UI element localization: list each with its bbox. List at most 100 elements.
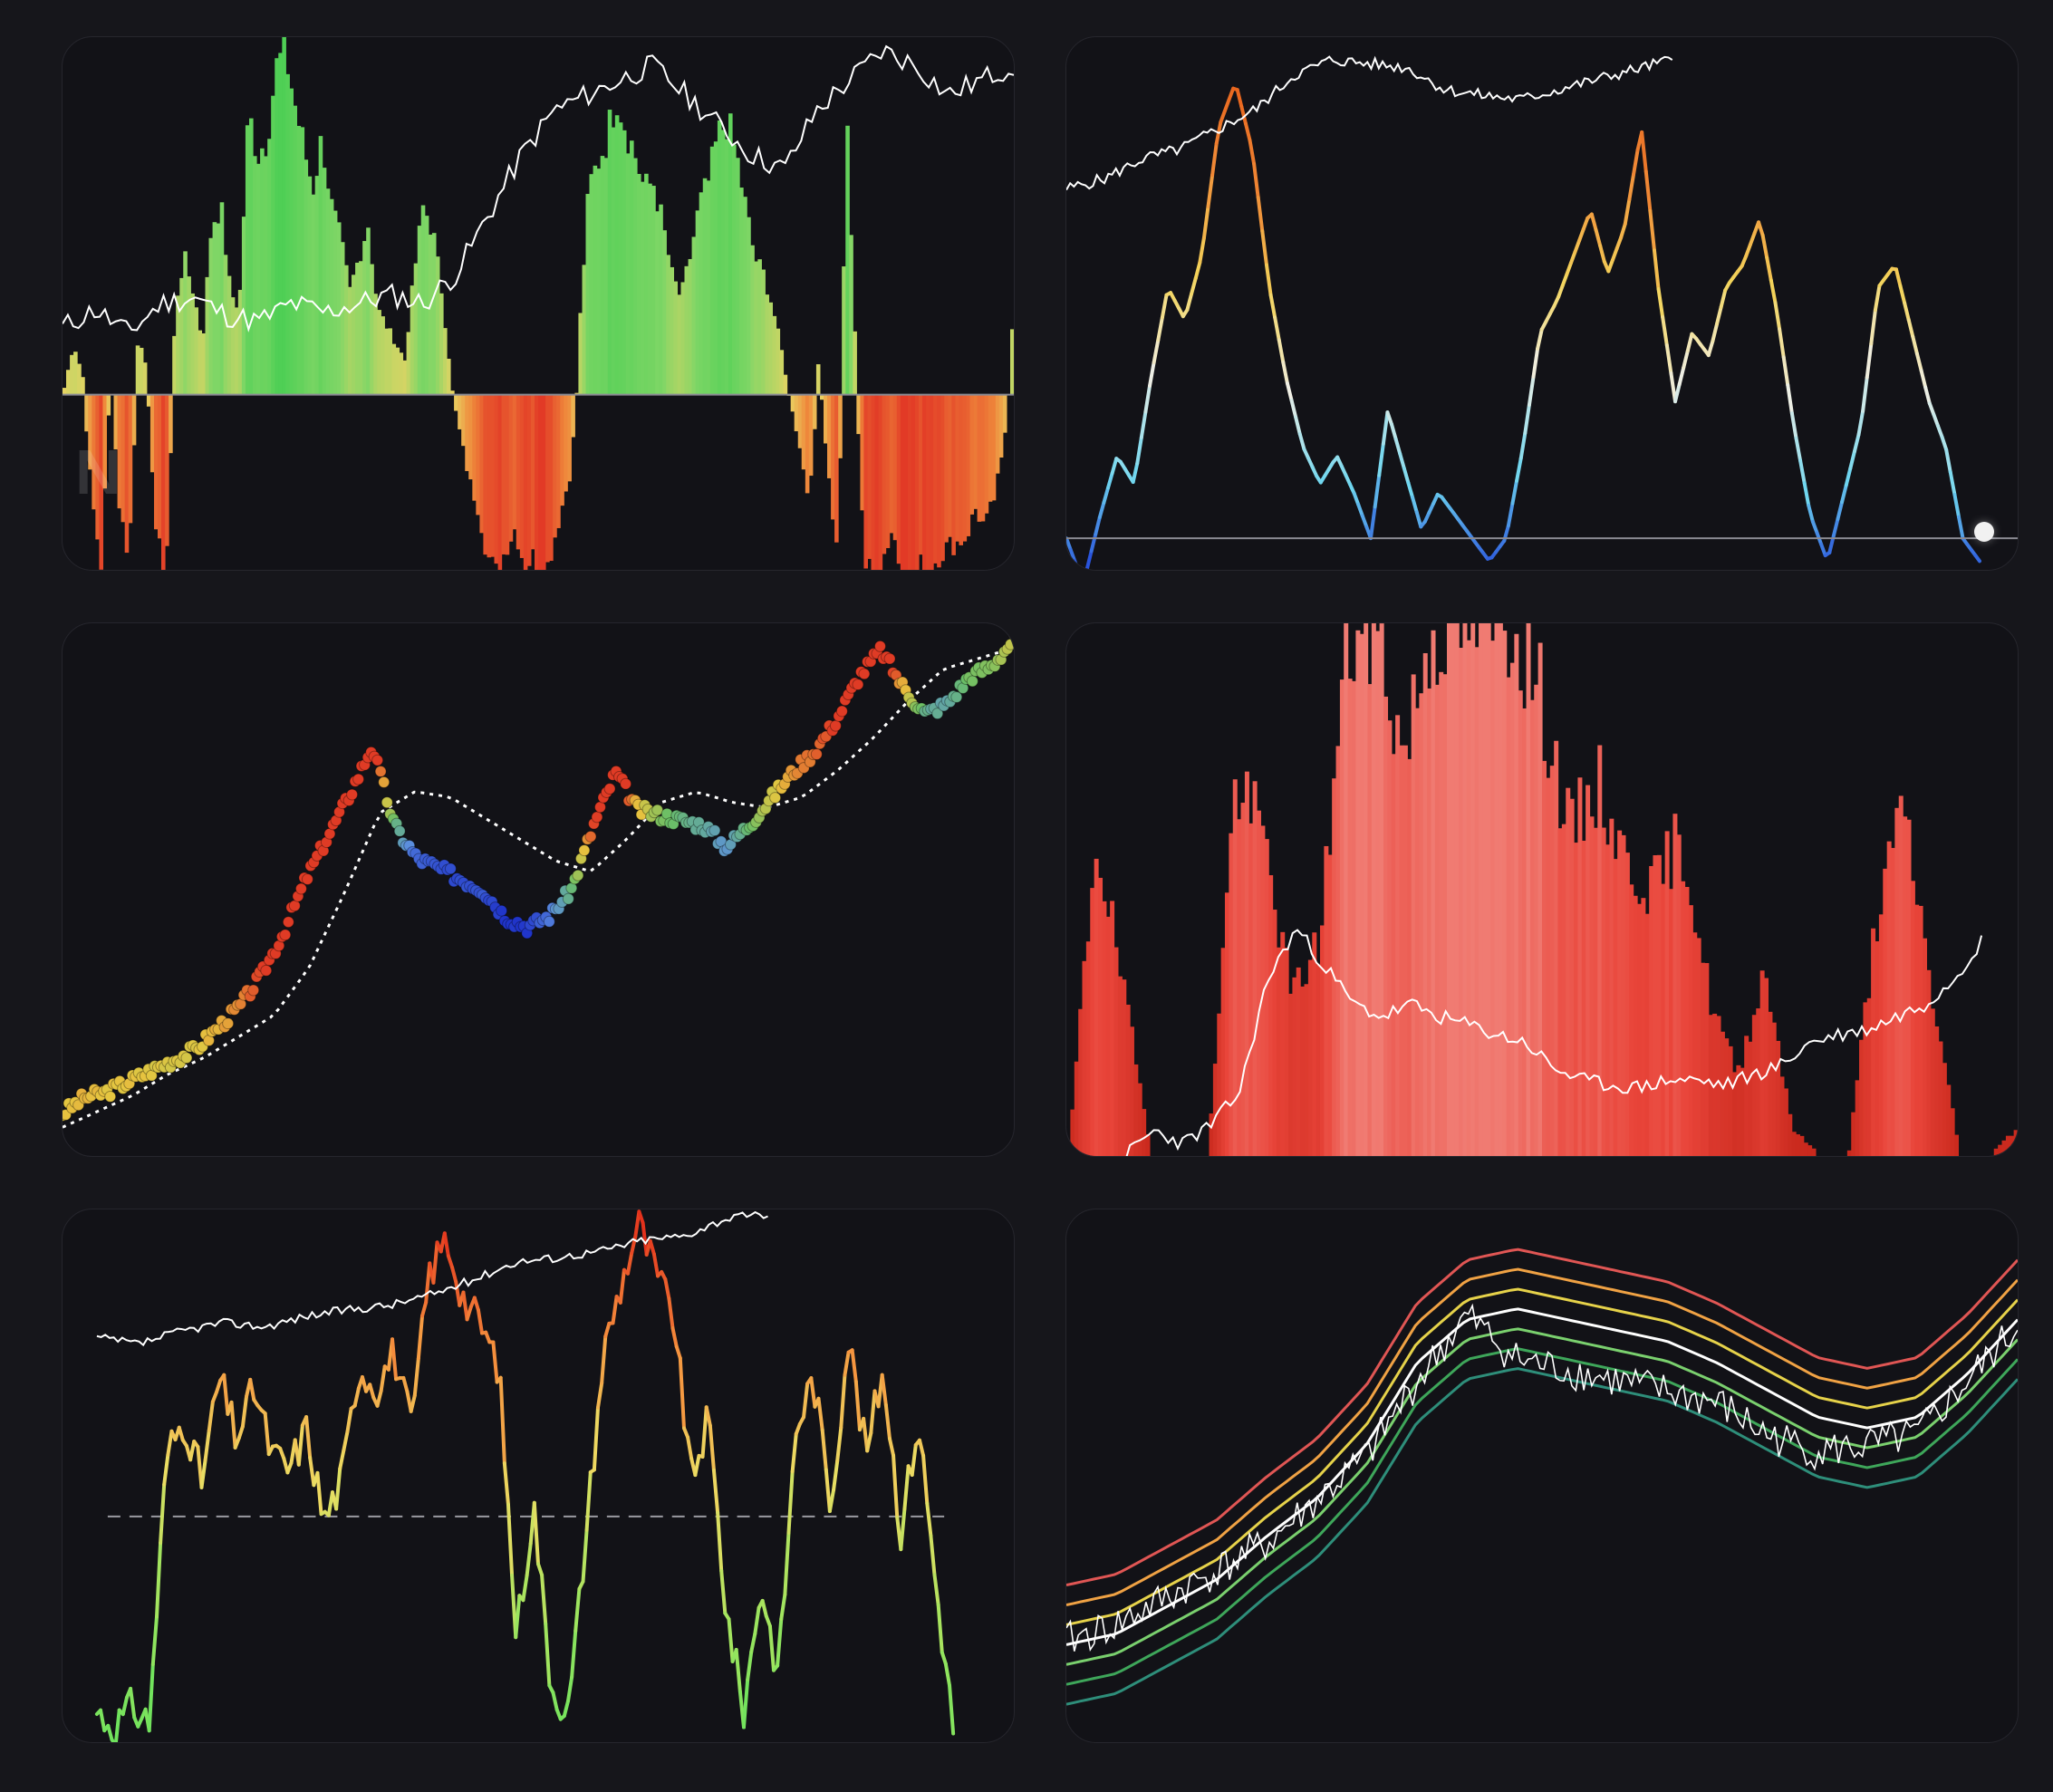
chart-card-3[interactable]: [62, 622, 1015, 1157]
oscillator-bar: [659, 204, 663, 395]
chart-card-1[interactable]: N: [62, 36, 1015, 571]
oscillator-bar: [874, 394, 880, 570]
indicator-bar: [1597, 745, 1603, 1156]
oscillator-segment: [1802, 481, 1811, 507]
oscillator-segment: [1160, 293, 1169, 320]
oscillator-bar: [578, 313, 583, 395]
oscillator-segment: [1740, 254, 1749, 268]
indicator-bar: [1252, 781, 1258, 1156]
oscillator-bar: [907, 394, 912, 570]
indicator-bar: [1434, 684, 1440, 1156]
oscillator-bar: [926, 394, 930, 570]
oscillator-bar: [750, 245, 755, 395]
price-dot: [496, 904, 508, 917]
oscillator-segment: [663, 1277, 671, 1301]
oscillator-segment: [1143, 383, 1152, 414]
oscillator-segment: [802, 1382, 810, 1420]
price-line: [96, 1210, 768, 1347]
indicator-bar: [1656, 854, 1662, 1156]
oscillator-segment: [824, 1468, 832, 1514]
oscillator-segment: [1285, 381, 1294, 402]
indicator-bar: [1133, 1064, 1139, 1156]
indicator-bar: [1399, 745, 1404, 1156]
chart-card-4[interactable]: [1065, 622, 2019, 1157]
oscillator-segment: [899, 1507, 907, 1552]
price-dot: [810, 748, 823, 760]
oscillator-segment: [618, 1267, 626, 1305]
oscillator-segment: [352, 1386, 361, 1408]
oscillator-segment: [110, 1738, 116, 1742]
indicator-bar: [1085, 941, 1091, 1156]
oscillator-bar: [395, 347, 400, 395]
oscillator-bar: [878, 394, 883, 570]
indicator-bar: [1474, 647, 1480, 1156]
price-dot: [180, 1052, 193, 1065]
oscillator-segment: [746, 1650, 754, 1682]
chart-card-6[interactable]: [1065, 1209, 2019, 1743]
oscillator-segment: [1252, 161, 1260, 199]
indicator-bar: [1479, 623, 1484, 1156]
oscillator-segment: [1068, 547, 1077, 563]
oscillator-segment: [943, 1662, 952, 1688]
oscillator-segment: [921, 1453, 930, 1506]
price-dot: [620, 777, 632, 790]
oscillator-bar: [790, 394, 795, 412]
oscillator-bar: [388, 328, 393, 395]
oscillator-bar: [92, 394, 96, 510]
oscillator-segment: [263, 1411, 271, 1457]
oscillator-bar: [77, 363, 82, 395]
oscillator-segment: [1765, 255, 1773, 283]
oscillator-bar: [736, 158, 740, 395]
oscillator-bar: [264, 156, 268, 395]
oscillator-bar: [439, 293, 444, 395]
indicator-bar: [1788, 1113, 1793, 1156]
indicator-bar: [1926, 969, 1932, 1156]
oscillator-bar: [768, 302, 774, 395]
oscillator-bar: [278, 53, 283, 395]
oscillator-bar: [516, 394, 521, 550]
current-value-marker[interactable]: [1974, 522, 1994, 542]
price-dot: [591, 811, 603, 824]
chart-card-5[interactable]: [62, 1209, 1015, 1743]
chart-card-2[interactable]: [1065, 36, 2019, 571]
chart-6-svg: [1066, 1248, 2018, 1706]
indicator-bar: [1783, 1088, 1788, 1156]
oscillator-bar: [867, 394, 872, 559]
oscillator-bar: [757, 259, 762, 395]
indicator-bar: [1102, 901, 1107, 1156]
indicator-bar: [1137, 1083, 1142, 1156]
oscillator-bar: [201, 332, 207, 395]
oscillator-bar: [106, 394, 111, 416]
price-dot: [301, 873, 313, 886]
oscillator-bar: [336, 222, 342, 395]
oscillator-segment: [1110, 457, 1119, 476]
oscillator-bar: [227, 275, 232, 395]
oscillator-segment: [525, 1541, 533, 1577]
oscillator-segment: [786, 1469, 795, 1535]
oscillator-bar: [984, 394, 989, 514]
indicator-bar: [1078, 1008, 1084, 1156]
indicator-bar: [1094, 858, 1099, 1156]
oscillator-bar: [614, 115, 620, 395]
indicator-bar: [1379, 623, 1384, 1156]
price-dot: [543, 915, 555, 928]
oscillator-bar: [921, 394, 927, 570]
price-dot: [883, 652, 896, 665]
oscillator-segment: [1643, 169, 1653, 213]
indicator-bar: [1470, 623, 1476, 1156]
indicator-bar: [1494, 623, 1499, 1156]
oscillator-segment: [222, 1373, 230, 1416]
indicator-bar: [1466, 640, 1471, 1156]
oscillator-segment: [1711, 322, 1720, 343]
oscillator-segment: [1606, 258, 1614, 274]
price-dot: [1005, 638, 1014, 650]
price-line: [1066, 55, 1673, 191]
indicator-bar: [1117, 976, 1123, 1156]
oscillator-bar: [410, 285, 415, 395]
price-dot: [371, 754, 384, 766]
oscillator-bar: [636, 173, 641, 395]
oscillator-segment: [693, 1453, 701, 1478]
indicator-bar: [1574, 843, 1579, 1156]
oscillator-bar: [593, 165, 598, 395]
oscillator-bar: [728, 113, 733, 395]
